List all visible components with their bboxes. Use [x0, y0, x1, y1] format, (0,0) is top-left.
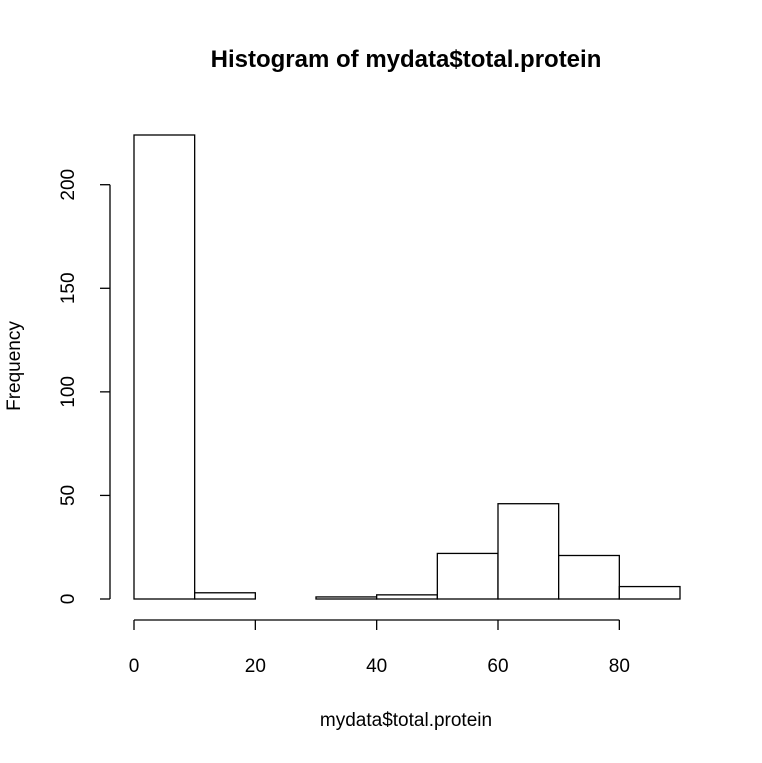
x-axis: 0 20 40 60 80	[129, 619, 630, 677]
histogram-bar-50-60	[436, 552, 499, 600]
histogram-bar-40-50	[376, 594, 438, 600]
y-axis: 0 50 100 150 200	[58, 169, 111, 605]
x-tick-label: 60	[487, 656, 508, 677]
histogram-bar-0-10	[133, 134, 196, 600]
y-tick-label: 100	[58, 376, 79, 408]
x-tick-label: 0	[129, 656, 140, 677]
bars-group	[133, 134, 681, 600]
histogram-bar-30-40	[315, 596, 378, 600]
y-tick-label: 50	[58, 485, 79, 506]
x-tick-label: 20	[245, 656, 266, 677]
chart-title: Histogram of mydata$total.protein	[211, 46, 602, 73]
x-tick-label: 80	[609, 656, 630, 677]
y-tick-label: 0	[58, 594, 79, 605]
y-tick-label: 150	[58, 272, 79, 304]
histogram-bar-70-80	[558, 554, 620, 600]
histogram-bar-10-20	[194, 592, 256, 600]
y-tick-label: 200	[58, 169, 79, 201]
x-tick-label: 40	[366, 656, 387, 677]
y-axis-label: Frequency	[4, 321, 25, 411]
histogram-bar-60-70	[497, 503, 560, 600]
histogram-bar-80-90	[618, 585, 681, 600]
x-axis-label: mydata$total.protein	[320, 710, 492, 731]
